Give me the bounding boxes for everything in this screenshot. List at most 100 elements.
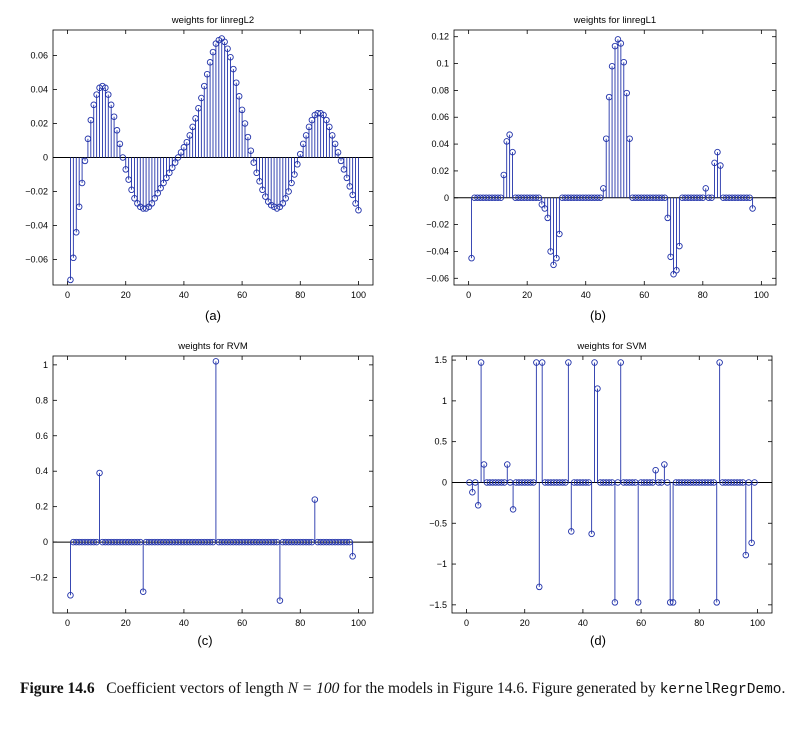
stem-marker xyxy=(105,91,112,98)
stem-marker xyxy=(714,148,721,156)
stem-marker xyxy=(160,179,167,187)
stem-marker xyxy=(102,84,109,92)
stem-marker xyxy=(748,539,755,547)
stem-marker xyxy=(705,194,712,202)
chart-title: weights for linregL2 xyxy=(171,15,254,26)
x-tick-label: 40 xyxy=(581,290,591,300)
stem-marker xyxy=(527,479,534,486)
stem-marker xyxy=(477,359,485,366)
stem-marker xyxy=(110,113,118,120)
x-tick-label: 40 xyxy=(179,618,189,628)
stem-marker xyxy=(157,184,164,192)
plot-frame xyxy=(451,355,773,614)
chart-title: weights for linregL1 xyxy=(573,15,656,26)
y-tick-label: 0 xyxy=(442,477,447,487)
stem-marker xyxy=(626,135,633,142)
y-tick-label: 0.2 xyxy=(35,502,48,512)
stem-marker xyxy=(285,188,292,195)
stem-marker xyxy=(343,538,351,546)
stem-marker xyxy=(326,123,333,131)
stem-marker xyxy=(506,131,513,138)
stem-marker xyxy=(474,502,482,509)
stem-marker xyxy=(565,359,572,366)
x-tick-label: 60 xyxy=(639,290,649,300)
stem-marker xyxy=(710,479,718,486)
stem-marker xyxy=(480,461,488,468)
caption-text-2: for the models in Figure 14.6. Figure ge… xyxy=(339,680,660,697)
stem-marker xyxy=(509,148,516,156)
chart-d: weights for SVM 0 20 40 60 80 100 −1.5 −1 −0.5 0 0.… xyxy=(429,341,773,648)
x-tick-label: 100 xyxy=(750,618,765,628)
caption-end: . xyxy=(781,680,786,697)
stem-marker xyxy=(294,161,301,168)
stem-marker xyxy=(270,538,278,546)
stem-marker xyxy=(230,65,237,73)
stem-marker xyxy=(244,133,252,141)
stem-marker xyxy=(536,583,543,591)
x-tick-label: 0 xyxy=(65,618,70,628)
x-tick-label: 20 xyxy=(121,618,131,628)
stem-marker xyxy=(594,385,601,392)
caption-math: N = 100 xyxy=(287,680,340,697)
stem-marker xyxy=(221,38,228,46)
y-tick-label: −0.04 xyxy=(426,246,449,256)
stem-marker xyxy=(716,359,723,366)
y-tick-label: 1 xyxy=(442,396,447,406)
stem-marker xyxy=(139,588,147,595)
stem-marker xyxy=(166,169,173,177)
stem-marker xyxy=(151,195,159,202)
x-tick-label: 100 xyxy=(351,290,366,300)
stem-marker xyxy=(707,479,715,486)
y-tick-label: −0.04 xyxy=(25,221,48,231)
chart-title: weights for RVM xyxy=(177,341,248,352)
x-tick-label: 60 xyxy=(237,290,247,300)
stem-marker xyxy=(617,40,625,47)
stem-marker xyxy=(235,93,243,100)
stem-marker xyxy=(588,530,595,538)
stem-marker xyxy=(553,254,560,262)
stem-marker xyxy=(559,479,566,486)
x-tick-label: 40 xyxy=(179,290,189,300)
stem-marker xyxy=(550,261,557,269)
stem-marker xyxy=(288,179,295,187)
x-tick-label: 80 xyxy=(295,290,305,300)
y-tick-label: −0.06 xyxy=(25,255,48,265)
y-tick-label: 0 xyxy=(43,153,48,163)
x-tick-label: 60 xyxy=(237,618,247,628)
stem-marker xyxy=(67,276,74,284)
stem-marker xyxy=(743,194,750,202)
stem-marker xyxy=(749,205,756,212)
caption-text-1: Coefficient vectors of length xyxy=(106,680,288,697)
y-tick-label: −1.5 xyxy=(429,600,447,610)
x-tick-label: 20 xyxy=(520,618,530,628)
stem-marker xyxy=(611,599,619,606)
x-tick-label: 0 xyxy=(464,618,469,628)
stem-marker xyxy=(107,101,115,109)
stem-marker xyxy=(472,479,479,486)
stem-marker xyxy=(70,254,77,262)
stem-marker xyxy=(585,479,592,486)
stem-marker xyxy=(568,528,575,535)
y-tick-label: 0.08 xyxy=(431,85,449,95)
stem-marker xyxy=(81,157,89,165)
y-tick-label: 0.8 xyxy=(35,395,48,405)
x-tick-label: 20 xyxy=(121,290,131,300)
stem-marker xyxy=(623,89,630,97)
stem-marker xyxy=(148,200,156,207)
x-tick-label: 0 xyxy=(466,290,471,300)
stem-marker xyxy=(169,164,176,171)
stem-marker xyxy=(113,127,121,134)
stem-marker xyxy=(67,592,74,599)
stem-marker xyxy=(163,174,170,182)
chart-panel-b: weights for linregL1 0 20 40 60 80 100 −0.06 −0.… xyxy=(406,0,812,330)
chart-panel-c: weights for RVM 0 20 40 60 80 100 −0.2 0 0.2 0.4 0.… xyxy=(0,330,406,660)
panel-sublabel: (c) xyxy=(197,633,212,648)
chart-a: weights for linregL2 0 20 40 60 80 100 −0.06 −0.… xyxy=(25,15,374,323)
chart-panel-d: weights for SVM 0 20 40 60 80 100 −1.5 −1 −0.5 0 0.… xyxy=(406,330,812,660)
stem-marker xyxy=(620,58,628,66)
x-tick-label: 100 xyxy=(351,618,366,628)
stem-marker xyxy=(282,195,289,202)
stem-marker xyxy=(509,506,517,513)
x-tick-label: 100 xyxy=(754,290,769,300)
stem-marker xyxy=(664,479,671,486)
